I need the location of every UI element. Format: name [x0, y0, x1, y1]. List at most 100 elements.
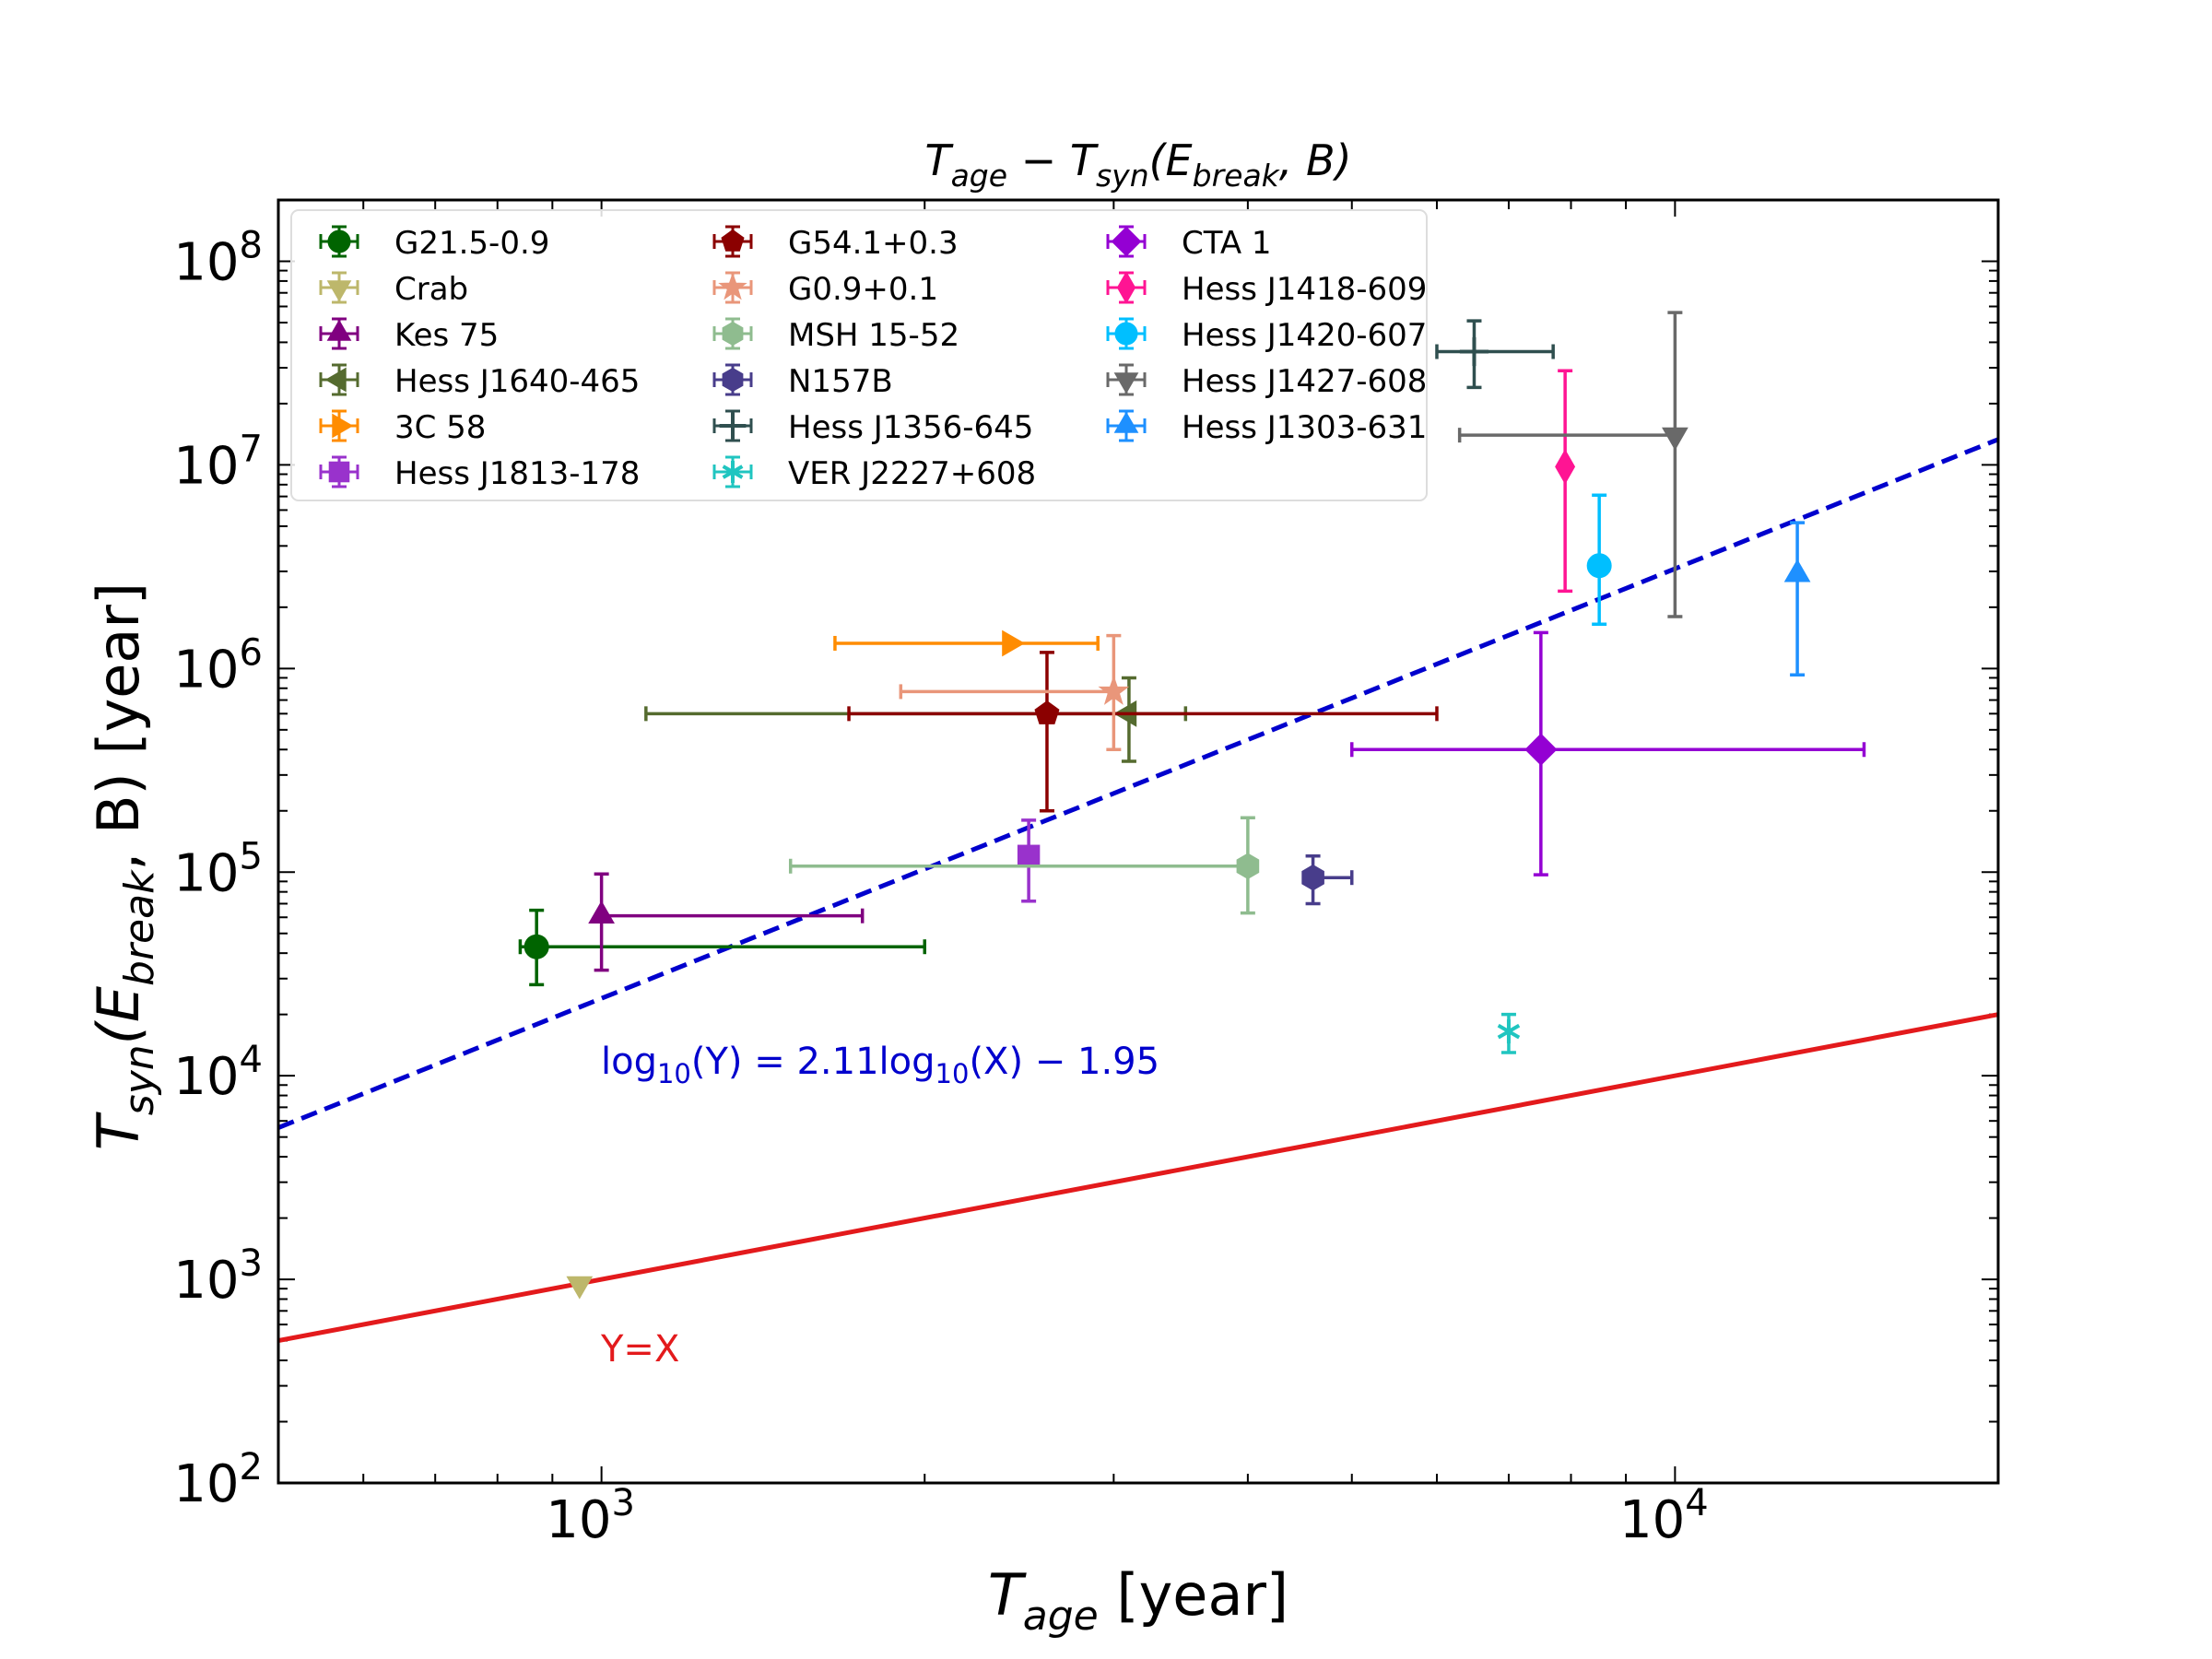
legend-entry: Hess J1303-631	[1106, 409, 1427, 446]
y-tick-label: 102	[173, 1446, 263, 1514]
legend-label: VER J2227+608	[788, 455, 1036, 492]
marker-square	[1017, 844, 1041, 867]
legend-entry: CTA 1	[1106, 225, 1272, 262]
legend-label: Hess J1418-609	[1182, 271, 1427, 308]
legend-label: Hess J1427-608	[1182, 363, 1427, 400]
legend-entry: G54.1+0.3	[712, 225, 959, 262]
legend-entry: Hess J1427-608	[1106, 363, 1427, 400]
data-point	[1783, 521, 1811, 677]
legend-entry: Crab	[319, 271, 468, 308]
legend-label: Hess J1813-178	[394, 455, 640, 492]
legend-marker-hexagon	[722, 321, 744, 347]
data-point	[1457, 311, 1688, 618]
data-point	[588, 872, 865, 972]
legend-label: G0.9+0.1	[788, 271, 938, 308]
legend-marker-thin-diamond	[1116, 271, 1136, 304]
legend-marker-triangle-down	[1113, 372, 1139, 394]
marker-thin-diamond	[1555, 449, 1576, 485]
data-point	[833, 629, 1100, 657]
legend-entry: Hess J1418-609	[1106, 271, 1427, 308]
data-point	[1301, 854, 1354, 906]
marker-star	[1098, 675, 1130, 705]
legend-label: G54.1+0.3	[788, 225, 959, 262]
fit-line	[278, 437, 1998, 1130]
legend-marker-triangle-down	[326, 280, 352, 302]
legend-marker-asterisk-arm	[722, 465, 744, 479]
y-tick-label: 104	[173, 1039, 263, 1107]
fit-equation-annotation: log10(Y) = 2.11log10(X) − 1.95	[601, 1041, 1159, 1089]
marker-pentagon	[1034, 700, 1060, 724]
legend-entry: Hess J1356-645	[712, 409, 1033, 446]
legend-entry: Kes 75	[319, 317, 499, 354]
legend-frame	[290, 209, 1428, 501]
legend-marker-pentagon	[721, 229, 745, 252]
legend-entry: Hess J1813-178	[319, 455, 640, 492]
y-tick-label: 107	[173, 428, 263, 496]
marker-triangle-right	[1002, 629, 1026, 657]
marker-asterisk	[1497, 1019, 1521, 1044]
marker-triangle-up	[1783, 559, 1811, 582]
y-tick-label: 106	[173, 631, 263, 700]
data-point	[847, 651, 1439, 813]
legend-marker-circle	[1114, 322, 1138, 346]
legend-label: Hess J1356-645	[788, 409, 1033, 446]
y-axis-label: Tsyn(Ebreak, B) [year]	[85, 582, 163, 1150]
legend-label: Hess J1303-631	[1182, 409, 1427, 446]
plot-frame	[276, 198, 2000, 1485]
marker-hexagon	[1236, 853, 1260, 879]
legend-entry: Hess J1420-607	[1106, 317, 1427, 354]
chart-title: Tage − Tsyn(Ebreak, B)	[924, 135, 1351, 194]
identity-line	[278, 1012, 1998, 1344]
legend-marker-diamond	[1111, 226, 1142, 257]
data-point	[1555, 369, 1576, 594]
legend-entry: G21.5-0.9	[319, 225, 549, 262]
y-tick-label: 103	[173, 1242, 263, 1311]
legend-entry: MSH 15-52	[712, 317, 959, 354]
legend-marker-hexagon	[722, 367, 744, 393]
legend-marker-triangle-up	[326, 319, 352, 341]
legend-label: CTA 1	[1182, 225, 1272, 262]
legend-label: Hess J1420-607	[1182, 317, 1427, 354]
x-tick-label: 103	[546, 1482, 635, 1550]
y-tick-label: 105	[173, 835, 263, 903]
marker-triangle-down	[1662, 427, 1688, 451]
fit-lines	[278, 437, 1998, 1344]
legend-label: Hess J1640-465	[394, 363, 640, 400]
legend-label: 3C 58	[394, 409, 486, 446]
data-point	[788, 816, 1260, 915]
marker-circle	[524, 934, 549, 959]
legend-label: MSH 15-52	[788, 317, 959, 354]
data-point	[1017, 818, 1041, 903]
marker-triangle-down	[566, 1276, 594, 1300]
legend-entry: G0.9+0.1	[712, 271, 938, 308]
data-points	[518, 311, 1866, 1300]
data-point	[518, 908, 926, 987]
x-tick-label: 104	[1619, 1482, 1709, 1550]
legend-label: Kes 75	[394, 317, 499, 354]
tick-labels: 103 104 102 103 104 105 106 107 108	[173, 225, 1708, 1550]
legend-marker-asterisk	[722, 461, 744, 483]
marker-asterisk-arm	[1497, 1023, 1521, 1040]
legend-marker-triangle-left	[324, 367, 347, 393]
legend-entry: VER J2227+608	[712, 455, 1036, 492]
legend-label: Crab	[394, 271, 468, 308]
legend-entry: N157B	[712, 363, 893, 400]
legend: G21.5-0.9 Crab Kes 75 Hess J1640-465 3C 58 He…	[290, 209, 1428, 501]
marker-hexagon	[1301, 864, 1324, 891]
marker-plus	[1459, 336, 1489, 367]
legend-marker-circle	[327, 229, 351, 253]
y-tick-label: 108	[173, 225, 263, 293]
data-point	[566, 1276, 594, 1300]
legend-marker-triangle-up	[1113, 411, 1139, 433]
legend-marker-star	[718, 272, 747, 300]
legend-entry: Hess J1640-465	[319, 363, 640, 400]
legend-marker-square	[328, 461, 350, 483]
legend-marker-triangle-right	[332, 413, 354, 439]
legend-label: N157B	[788, 363, 893, 400]
data-point	[1435, 319, 1555, 390]
data-point	[1497, 1012, 1521, 1054]
x-axis-label: Tage [year]	[988, 1561, 1288, 1640]
data-point	[1586, 493, 1612, 627]
legend-label: G21.5-0.9	[394, 225, 549, 262]
